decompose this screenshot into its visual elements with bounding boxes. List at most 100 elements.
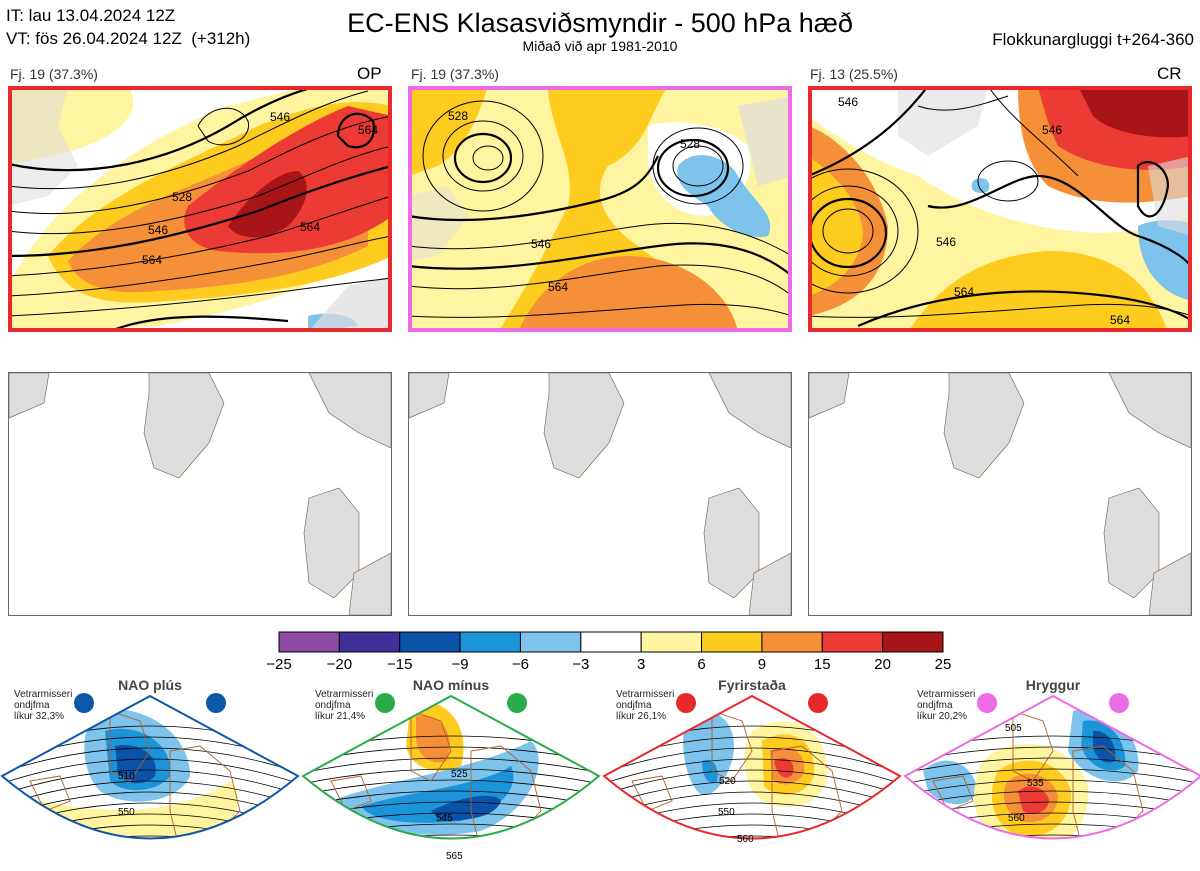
page-subtitle: Miðað við apr 1981-2010 [522,38,678,54]
colorbar [278,631,944,653]
colorbar-cell [640,631,703,653]
regime-note-line: Vetrarmisseri [917,689,976,700]
regime-note: Vetrarmisseri ondjfma líkur 26,1% [616,689,674,722]
height-contour [303,779,599,796]
regime-note-line: Vetrarmisseri [315,689,374,700]
anomaly-area [1018,786,1049,814]
regime-marker [977,693,997,713]
p2-contour-1: 528 [448,109,468,123]
regime-frame [903,694,1200,840]
panel-2-label: Fj. 19 (37.3%) [411,66,499,82]
colorbar-label: 3 [637,656,646,673]
anomaly-area [774,758,794,778]
anomaly-area [431,795,501,821]
regime-note: Vetrarmisseri ondjfma líkur 32,3% [14,689,72,722]
panel-3-tag: CR [1157,64,1182,83]
empty-map-1 [8,372,392,616]
height-contour [303,768,599,785]
colorbar-cell [519,631,582,653]
colorbar-label: −20 [326,656,353,673]
anomaly-area [115,745,156,784]
regime-marker [808,693,828,713]
colorbar-cell [338,631,401,653]
height-contour [602,847,902,871]
initial-time: IT: lau 13.04.2024 12Z [6,6,176,25]
regime-marker [1109,693,1129,713]
cluster-map-2: 528 546 564 528 [408,86,792,332]
colorbar-cell [459,631,521,653]
height-contour [2,780,298,807]
p1-contour-1: 528 [172,190,192,204]
panel-2-frame [408,86,792,332]
colorbar-cell [580,631,642,653]
height-contour [604,835,900,839]
anomaly-area [923,760,978,805]
regime-contour-label: 525 [451,769,468,780]
height-contour [604,824,900,839]
regime-note-line: líkur 32,3% [14,711,65,722]
height-contour [2,758,298,785]
colorbar-cell [882,631,944,653]
colorbar-cell [278,631,340,653]
regime-frame [301,694,601,840]
p1-contour-6: 564 [358,123,378,137]
colorbar-cell [761,631,823,653]
height-contour [604,747,900,774]
empty-map-3 [808,372,1192,616]
regime-frame [0,694,300,840]
height-contour [905,768,1200,785]
regime-title: Hryggur [1025,677,1081,693]
panel-1-tag: OP [357,64,382,83]
height-contour [903,857,1200,871]
height-contour [604,780,900,807]
regime-marker [507,693,527,713]
colorbar-cell [821,631,884,653]
regime-note: Vetrarmisseri ondjfma líkur 20,2% [917,689,975,722]
colorbar-label: −15 [386,656,413,673]
regime-map: 520 550 560 [602,693,902,871]
panel-3-label: Fj. 13 (25.5%) [810,66,898,82]
empty-map-2 [408,372,792,616]
height-contour [604,791,900,818]
height-contour [2,824,298,839]
panel-1-label: Fj. 19 (37.3%) [10,66,98,82]
regime-title: NAO plús [118,677,182,693]
regime-contour-label: 510 [118,771,135,782]
height-contour [905,779,1200,796]
valid-time: VT: fös 26.04.2024 12Z (+312h) [6,29,251,48]
cluster-map-1: 528 546 546 564 564 564 [8,86,392,332]
p3-contour-5: 546 [838,95,858,109]
height-contour [604,769,900,796]
p1-contour-5: 564 [300,220,320,234]
cluster-map-3: 546 546 564 564 546 [808,86,1192,332]
regime-note-line: ondjfma [917,700,953,711]
regime-contour-label: 535 [1027,778,1044,789]
height-contour [905,757,1200,774]
colorbar-label: 6 [697,656,706,673]
regime-marker [206,693,226,713]
regime-map: 510 550 [0,693,300,840]
panel-3-frame [808,86,1192,332]
colorbar-label: −9 [451,656,469,673]
page-title: EC-ENS Klasasviðsmyndir - 500 hPa hæð [347,8,853,38]
colorbar-cell [399,631,461,653]
regime-contour-label: 545 [436,813,453,824]
height-contour [905,834,1200,839]
colorbar-label: −25 [266,656,292,673]
colorbar-label: −3 [572,656,590,673]
p2-contour-2: 546 [531,237,551,251]
regime-frame [602,694,902,840]
colorbar-label: 20 [874,656,891,673]
classification-window: Flokkunargluggi t+264-360 [992,30,1194,49]
colorbar-label: 15 [813,656,831,673]
height-contour [2,835,298,839]
height-contour [303,757,599,774]
p2-contour-3: 564 [548,280,568,294]
regime-contour-label: 550 [718,807,735,818]
regime-contour-label: 560 [1008,813,1025,824]
p3-contour-4: 564 [1110,313,1130,327]
p1-contour-4: 564 [142,253,162,267]
regime-note-line: ondjfma [616,700,652,711]
regime-note-line: líkur 26,1% [616,711,667,722]
regime-note-line: Vetrarmisseri [14,689,73,700]
